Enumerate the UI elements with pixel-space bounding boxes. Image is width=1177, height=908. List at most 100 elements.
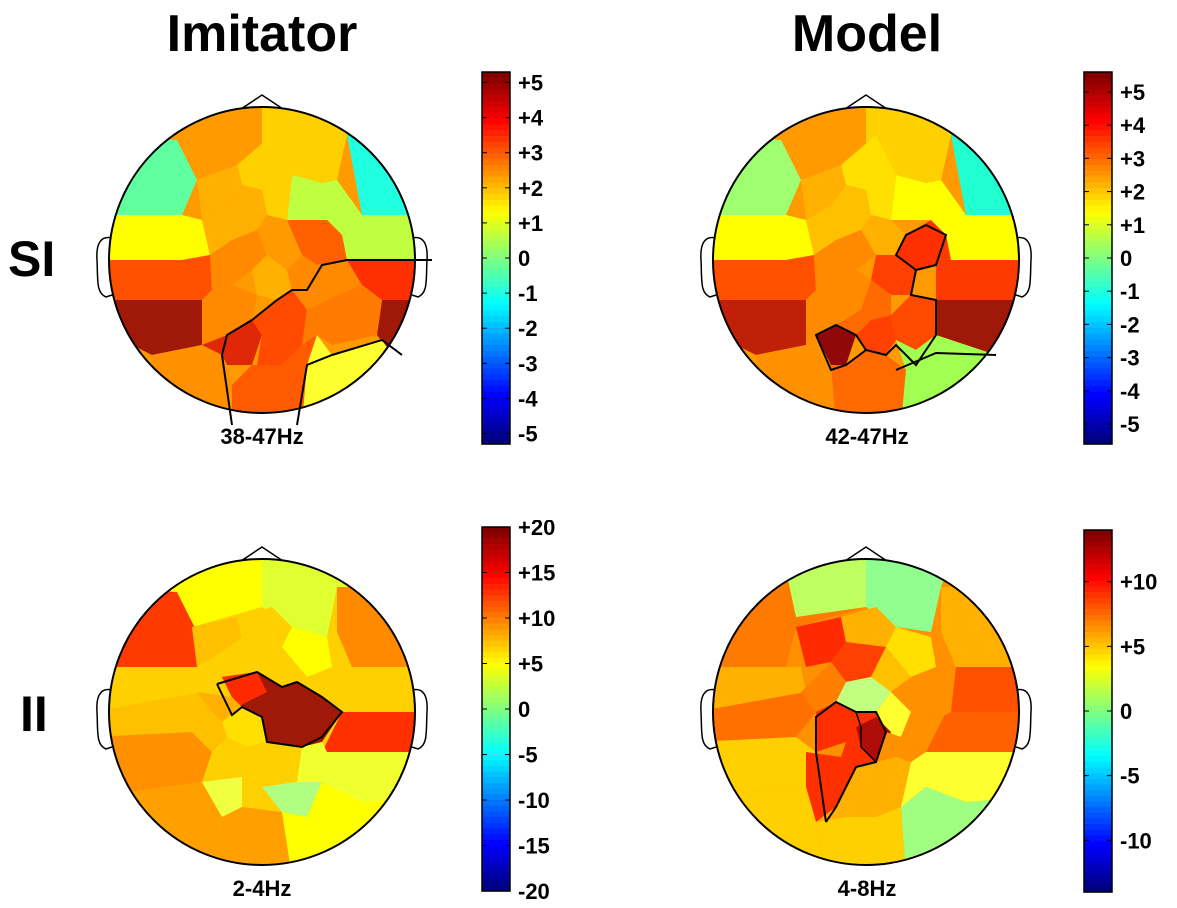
colorbar-segment [482,652,510,659]
colorbar-segment [482,380,510,387]
left-ear [96,236,113,298]
colorbar-segment [482,89,510,96]
colorbar-segment [482,211,510,218]
colorbar-segment [482,788,510,795]
colorbar-segment [482,760,510,767]
colorbar-segment [1084,552,1112,559]
colorbar-segment [482,879,510,886]
colorbar-segment [1084,438,1112,445]
right-ear [1015,688,1032,750]
head-outline [712,558,1020,866]
colorbar-segment [1084,530,1112,537]
colorbar-tick-label: +5 [518,71,543,96]
colorbar-segment [1084,368,1112,375]
colorbar-segment [1084,159,1112,166]
colorbar-segment [1084,275,1112,282]
colorbar-segment [1084,292,1112,300]
colorbar-segment [1084,535,1112,542]
colorbar-segment [482,800,510,807]
colorbar-segment [482,374,510,381]
colorbar-tick-label: +10 [518,606,555,631]
colorbar-tick-label: -5 [1120,764,1140,789]
colorbar-segment [1084,705,1112,712]
right-ear [411,688,428,750]
colorbar-segment [482,646,510,653]
colorbar-segment [1084,426,1112,433]
colorbar-segment [482,618,510,625]
colorbar-segment [1084,391,1112,399]
colorbar-segment [1084,716,1112,723]
colorbar-segment [482,862,510,869]
colorbar-segment [1084,374,1112,381]
colorbar-segment [482,263,510,271]
colorbar-segment [482,691,510,699]
colorbar-tick-label: +4 [518,106,544,131]
colorbar-tick-label: -1 [518,281,538,306]
colorbar-segment [482,252,510,259]
colorbar-segment [1084,631,1112,639]
colorbar-segment [1084,194,1112,201]
colorbar-segment [1084,727,1112,735]
colorbar-segment [1084,773,1112,780]
colorbar-segment [1084,750,1112,757]
colorbar-segment [1084,304,1112,311]
colorbar-segment [482,595,510,602]
colorbar-tick-label: 0 [1120,246,1132,271]
colorbar-tick-label: -2 [1120,312,1140,337]
colorbar-segment [482,794,510,801]
colorbar-segment [1084,739,1112,746]
colorbar-segment [1084,558,1112,565]
colorbar-segment [482,298,510,306]
colorbar-segment [482,292,510,300]
colorbar-segment [482,834,510,841]
colorbar-segment [1084,541,1112,548]
colorbar-segment [1084,397,1112,404]
colorbar-si-imitator: +5 +4 +3 +2 +1 0 -1 -2 -3 -4 -5 [481,71,544,446]
colorbar-segment [1084,852,1112,859]
colorbar-segment [1084,95,1112,102]
colorbar-segment [1084,569,1112,576]
colorbar-segment [1084,744,1112,752]
colorbar-segment [482,112,510,120]
colorbar-segment [482,438,510,445]
colorbar-ii-model: +10 +5 0 -5 -10 [1083,529,1157,893]
freq-label-ii-imitator: 2-4Hz [232,876,292,901]
colorbar-segment [1084,170,1112,178]
colorbar-segment [1084,835,1112,842]
colorbar-segment [482,420,510,428]
colorbar-segment [1084,880,1112,887]
colorbar-segment [1084,72,1112,79]
left-ear [700,688,717,750]
colorbar-segment [1084,660,1112,667]
colorbar-segment [1084,199,1112,207]
colorbar-tick-label: -2 [518,316,538,341]
colorbar-segment [1084,234,1112,242]
colorbar-segment [1084,575,1112,582]
colorbar-segment [482,83,510,91]
colorbar-segment [482,327,510,335]
colorbar-segment [482,391,510,399]
colorbar-segment [1084,846,1112,854]
colorbar-tick-label: -5 [1120,412,1140,437]
colorbar-segment [1084,886,1112,893]
colorbar-segment [482,240,510,247]
colorbar-segment [482,316,510,323]
colorbar-segment [482,339,510,346]
colorbar-segment [1084,182,1112,189]
colorbar-segment [482,674,510,682]
colorbar-segment [482,714,510,721]
cluster-outline [814,224,948,372]
topomap-si-imitator [96,94,432,426]
colorbar-tick-label: -3 [518,351,538,376]
colorbar-segment [482,549,510,557]
colorbar-segment [482,885,510,892]
colorbar-segment [1084,124,1112,131]
colorbar-segment [1084,609,1112,616]
colorbar-tick-label: +1 [518,211,543,236]
colorbar-segment [482,95,510,102]
colorbar-segment [482,188,510,195]
colorbar-segment [1084,106,1112,114]
colorbar-segment [1084,205,1112,213]
colorbar-tick-label: -5 [518,743,538,768]
colorbar-segment [482,606,510,613]
